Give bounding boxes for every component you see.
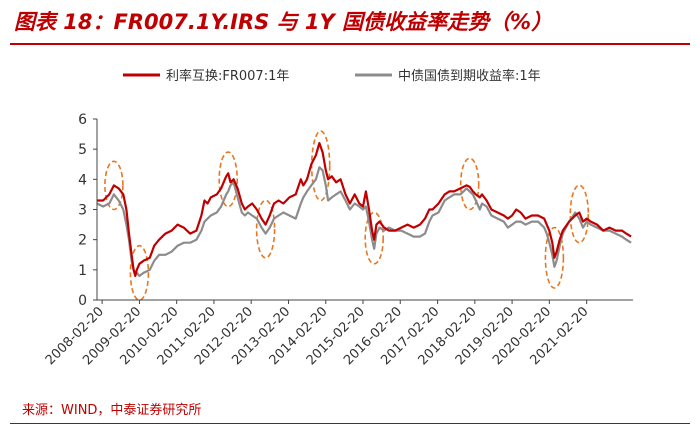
page-title: 图表 18：FR007.1Y.IRS 与 1Y 国债收益率走势（%） [14,10,553,34]
series-line-bond [96,166,632,277]
y-tick-label: 0 [78,293,87,309]
y-tick-label: 5 [78,142,87,158]
highlight-ellipse [218,151,238,208]
y-tick-label: 2 [78,233,87,249]
highlight-ellipse [459,157,480,211]
source-note: 来源：WIND，中泰证券研究所 [22,403,202,418]
axes: 01234562008-02-202009-02-202010-02-20201… [43,112,633,368]
y-tick-label: 4 [78,172,87,188]
series-line-irs [97,142,632,277]
highlight-ellipse [544,226,565,289]
highlight-ellipse [104,160,124,211]
bottom-divider [10,423,690,424]
highlight-ellipse [364,211,385,265]
highlight-ellipse [255,199,276,259]
y-tick-label: 6 [78,112,87,128]
legend-label-bond: 中债国债到期收益率:1年 [398,68,541,84]
series-lines [96,142,632,277]
legend-label-irs: 利率互换:FR007:1年 [166,68,289,84]
chart-canvas: 利率互换:FR007:1年 中债国债到期收益率:1年 01234562008-0… [43,68,633,368]
y-tick-label: 1 [78,263,87,279]
highlight-ellipses [104,130,590,301]
highlight-ellipse [569,184,590,244]
y-tick-label: 3 [78,203,87,219]
legend: 利率互换:FR007:1年 中债国债到期收益率:1年 [123,68,541,84]
title-divider [10,43,690,45]
highlight-ellipse [129,244,150,301]
